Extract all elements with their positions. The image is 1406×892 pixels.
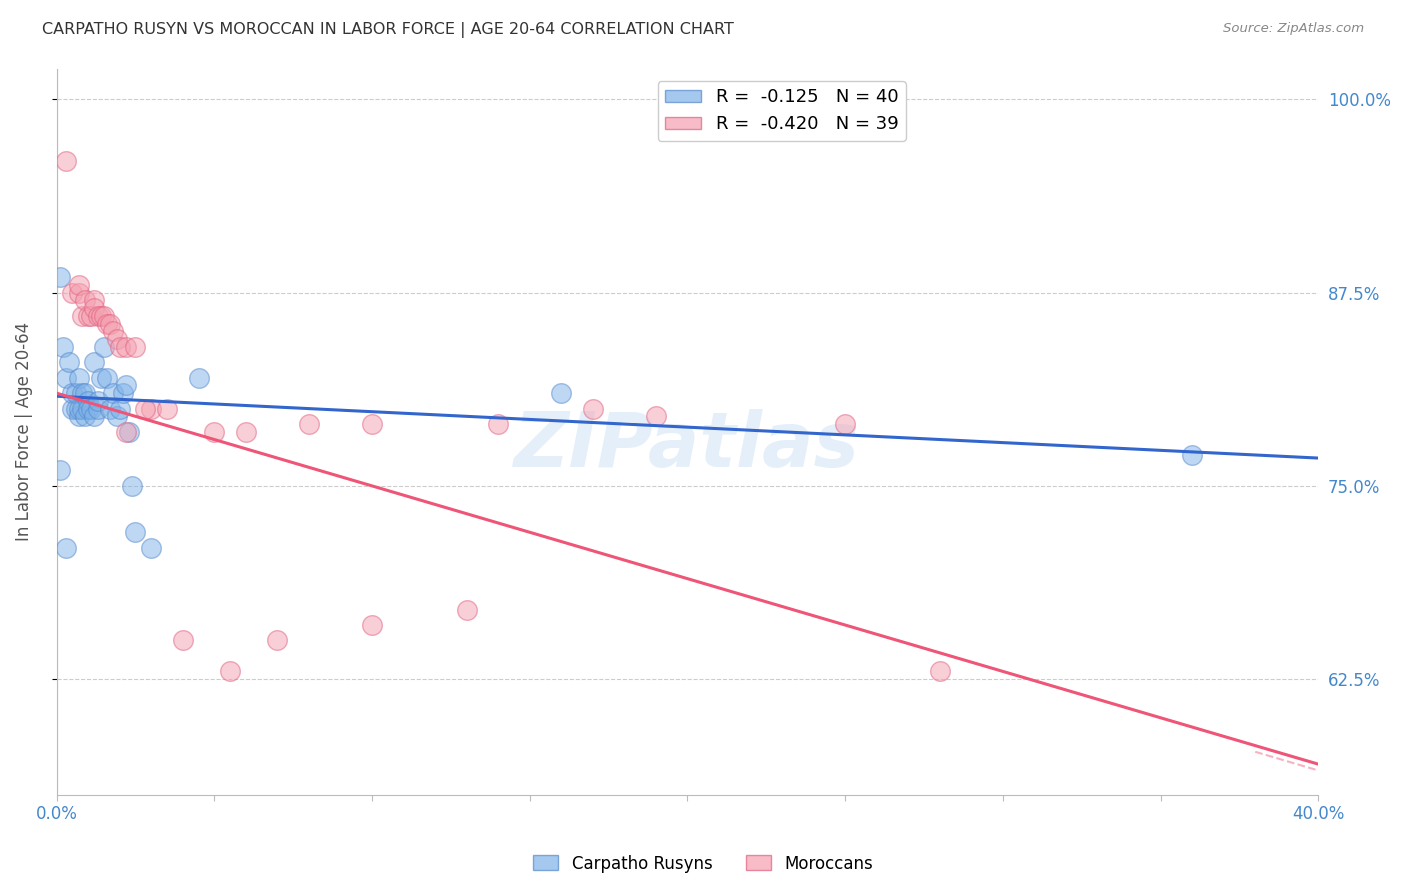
Point xyxy=(1181,448,1204,462)
Point xyxy=(86,309,108,323)
Point xyxy=(83,355,105,369)
Point xyxy=(834,417,856,431)
Point xyxy=(582,401,605,416)
Point xyxy=(55,154,77,169)
Point xyxy=(124,525,146,540)
Point xyxy=(83,301,105,315)
Point xyxy=(219,665,242,679)
Point xyxy=(49,463,72,477)
Point xyxy=(67,409,90,424)
Point xyxy=(52,340,75,354)
Point xyxy=(86,393,108,408)
Point xyxy=(93,340,115,354)
Point xyxy=(298,417,321,431)
Point xyxy=(67,285,90,300)
Point xyxy=(98,401,121,416)
Point xyxy=(141,401,163,416)
Point xyxy=(77,401,100,416)
Point xyxy=(67,370,90,384)
Point xyxy=(86,401,108,416)
Point xyxy=(172,633,194,648)
Legend: R =  -0.125   N = 40, R =  -0.420   N = 39: R = -0.125 N = 40, R = -0.420 N = 39 xyxy=(658,81,905,141)
Legend: Carpatho Rusyns, Moroccans: Carpatho Rusyns, Moroccans xyxy=(527,848,879,880)
Point xyxy=(103,324,125,338)
Point xyxy=(115,340,138,354)
Point xyxy=(103,386,125,401)
Text: ZIPatlas: ZIPatlas xyxy=(515,409,860,483)
Point xyxy=(60,386,83,401)
Point xyxy=(80,401,103,416)
Point xyxy=(73,293,96,308)
Point xyxy=(134,401,156,416)
Point xyxy=(121,479,143,493)
Point xyxy=(124,340,146,354)
Point xyxy=(645,409,668,424)
Point xyxy=(235,425,257,439)
Point xyxy=(266,633,288,648)
Point xyxy=(105,409,128,424)
Point xyxy=(67,401,90,416)
Point xyxy=(77,393,100,408)
Point xyxy=(115,425,138,439)
Point xyxy=(96,370,118,384)
Point xyxy=(115,378,138,392)
Point xyxy=(93,309,115,323)
Point xyxy=(90,309,112,323)
Point xyxy=(361,417,384,431)
Point xyxy=(77,309,100,323)
Point xyxy=(83,409,105,424)
Point xyxy=(550,386,572,401)
Point xyxy=(105,332,128,346)
Point xyxy=(928,665,950,679)
Point xyxy=(80,309,103,323)
Point xyxy=(65,386,87,401)
Point xyxy=(202,425,225,439)
Y-axis label: In Labor Force | Age 20-64: In Labor Force | Age 20-64 xyxy=(15,322,32,541)
Point xyxy=(55,370,77,384)
Point xyxy=(67,277,90,292)
Point xyxy=(108,401,131,416)
Point xyxy=(187,370,209,384)
Point xyxy=(90,370,112,384)
Point xyxy=(361,618,384,632)
Point xyxy=(60,285,83,300)
Point xyxy=(70,401,93,416)
Point xyxy=(83,293,105,308)
Point xyxy=(156,401,179,416)
Point xyxy=(141,541,163,555)
Point xyxy=(70,309,93,323)
Point xyxy=(118,425,141,439)
Point xyxy=(58,355,80,369)
Point xyxy=(60,401,83,416)
Point xyxy=(70,386,93,401)
Text: Source: ZipAtlas.com: Source: ZipAtlas.com xyxy=(1223,22,1364,36)
Text: CARPATHO RUSYN VS MOROCCAN IN LABOR FORCE | AGE 20-64 CORRELATION CHART: CARPATHO RUSYN VS MOROCCAN IN LABOR FORC… xyxy=(42,22,734,38)
Point xyxy=(73,386,96,401)
Point xyxy=(108,340,131,354)
Point xyxy=(96,317,118,331)
Point xyxy=(486,417,509,431)
Point xyxy=(49,270,72,285)
Point xyxy=(98,317,121,331)
Point xyxy=(111,386,134,401)
Point xyxy=(65,401,87,416)
Point xyxy=(55,541,77,555)
Point xyxy=(73,409,96,424)
Point xyxy=(456,602,478,616)
